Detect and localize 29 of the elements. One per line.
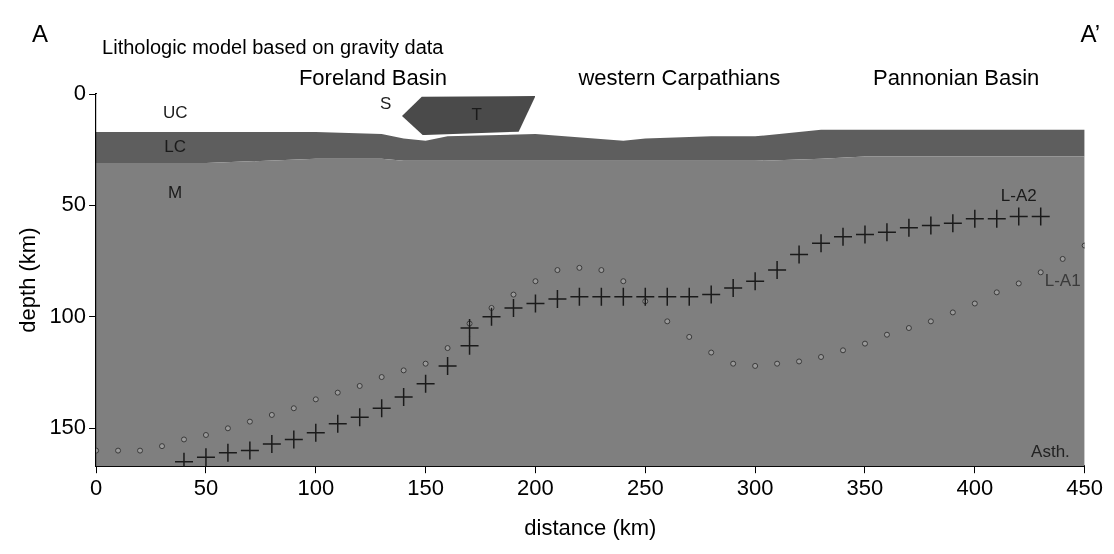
series-label: M	[168, 182, 183, 202]
x-tick-label: 150	[407, 475, 444, 501]
annotation: S	[380, 93, 392, 113]
x-tick-label: 300	[736, 475, 774, 501]
text: western Carpathians	[577, 65, 781, 91]
series-label: LC	[164, 137, 187, 157]
chart-title: Lithologic model based on gravity data	[102, 36, 445, 58]
y-tick-label: 100	[49, 302, 87, 328]
x-tick-label: 50	[193, 475, 219, 501]
y-axis-title: depth (km)	[15, 227, 41, 333]
x-tick-label: 350	[846, 475, 884, 501]
x-tick-label: 250	[626, 475, 664, 501]
text: Foreland Basin	[298, 65, 447, 91]
text: A	[32, 20, 49, 47]
text: Pannonian Basin	[872, 65, 1040, 91]
series-label: L-A2	[1000, 186, 1037, 206]
y-tick-label: 150	[49, 414, 87, 440]
x-tick-label: 200	[517, 475, 554, 501]
x-tick-label: 0	[89, 475, 103, 501]
y-tick-label: 0	[73, 80, 87, 106]
annotation: Asth.	[1031, 441, 1070, 461]
x-tick-label: 400	[956, 475, 994, 501]
x-tick-label: 100	[297, 475, 335, 501]
text: A’	[1080, 20, 1100, 47]
y-tick-label: 50	[61, 191, 87, 217]
series-label: UC	[162, 102, 188, 122]
x-axis-title: distance (km)	[524, 514, 657, 540]
text: L-A1	[1044, 270, 1081, 290]
x-tick-label: 450	[1066, 475, 1104, 501]
